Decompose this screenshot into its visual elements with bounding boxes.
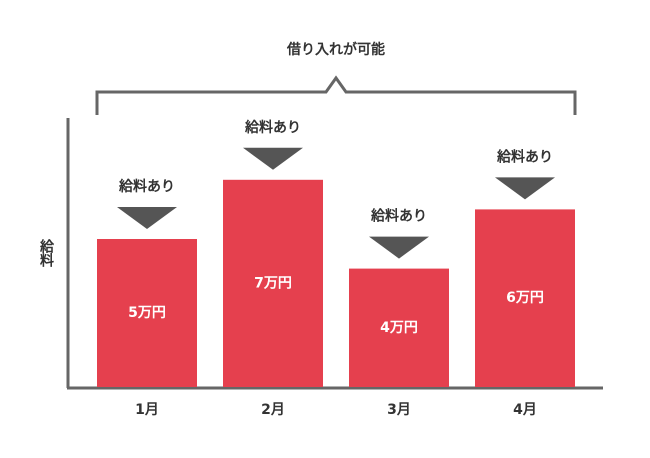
bar (349, 268, 449, 387)
bar-annotation: 給料あり (370, 208, 427, 225)
marker-triangle (243, 147, 303, 170)
value-label: 5万円 (128, 305, 166, 321)
x-tick-label: 3月 (387, 402, 411, 418)
value-label: 7万円 (254, 275, 292, 291)
bar-annotation: 給料あり (244, 119, 301, 136)
bar (475, 209, 575, 387)
x-tick-label: 1月 (135, 402, 159, 418)
bar-annotation: 給料あり (496, 148, 553, 165)
chart-title: 借り入れが可能 (286, 41, 385, 58)
bar (223, 179, 323, 387)
value-label: 6万円 (506, 290, 544, 306)
x-tick-label: 4月 (513, 402, 537, 418)
x-tick-label: 2月 (261, 402, 285, 418)
y-axis-label: 給料 (38, 238, 55, 268)
bracket (95, 75, 577, 115)
marker-triangle (369, 236, 429, 259)
value-label: 4万円 (380, 320, 418, 336)
bar-annotation: 給料あり (118, 178, 175, 195)
bar (97, 239, 197, 387)
marker-triangle (495, 177, 555, 200)
marker-triangle (117, 207, 177, 229)
